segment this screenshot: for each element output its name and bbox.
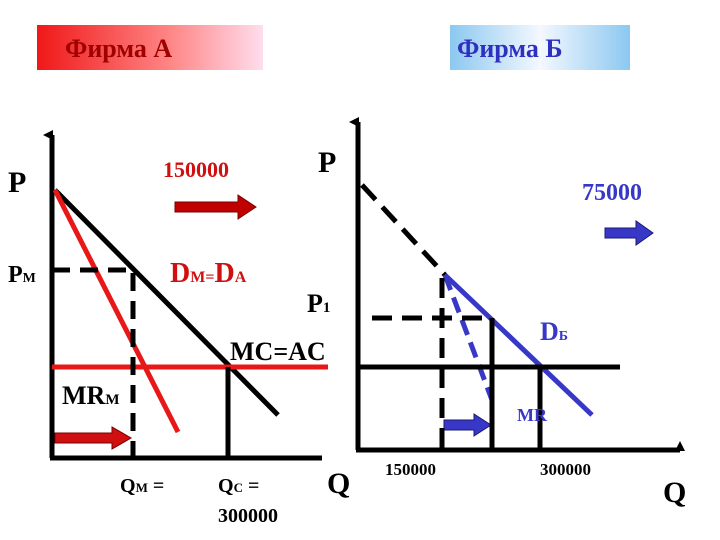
label: Q	[218, 475, 234, 497]
label: Q	[120, 475, 136, 497]
title-box	[37, 25, 263, 70]
arrows	[54, 194, 654, 450]
demand-label: DБ	[540, 317, 568, 346]
title: Фирма Б	[457, 34, 563, 63]
subscript: 1	[323, 300, 331, 316]
demand-label: DМ=DА	[170, 258, 247, 289]
subscript: А	[235, 269, 247, 286]
shift-value: 75000	[582, 180, 642, 206]
quantity-value: 300000	[540, 460, 591, 479]
axis-label: P	[318, 146, 336, 179]
title: Фирма А	[65, 34, 172, 63]
price-label: PМ	[8, 262, 36, 288]
shift-value: 150000	[163, 157, 229, 182]
axis-label: P	[8, 166, 26, 199]
axis-label: Q	[327, 467, 350, 500]
label: P	[307, 289, 323, 318]
firm-b-graph	[349, 117, 685, 453]
subscript: М	[23, 271, 36, 286]
quantity-value: 300000	[218, 505, 278, 527]
label: =	[148, 475, 164, 497]
price-label: P1	[307, 289, 330, 318]
label: =	[243, 475, 259, 497]
label: P	[8, 262, 23, 288]
title-box	[450, 25, 630, 70]
mr-label: MR	[517, 405, 548, 425]
quantity-label: QС =	[218, 475, 259, 497]
quantity-value: 150000	[385, 460, 436, 479]
subscript: М	[105, 392, 119, 408]
label: D	[170, 258, 190, 289]
mr-label: MRМ	[62, 381, 120, 410]
subscript: Б	[559, 329, 568, 344]
label: D	[214, 258, 234, 289]
subscript: М=	[190, 269, 214, 286]
subscript: М	[136, 480, 148, 495]
cost-label: MC=AC	[230, 337, 326, 366]
axis-label: Q	[663, 476, 686, 509]
firm-a-graph	[43, 130, 328, 461]
label: MR	[62, 381, 106, 410]
subscript: С	[234, 480, 243, 495]
label: D	[540, 317, 559, 346]
quantity-label: QМ =	[120, 475, 164, 497]
